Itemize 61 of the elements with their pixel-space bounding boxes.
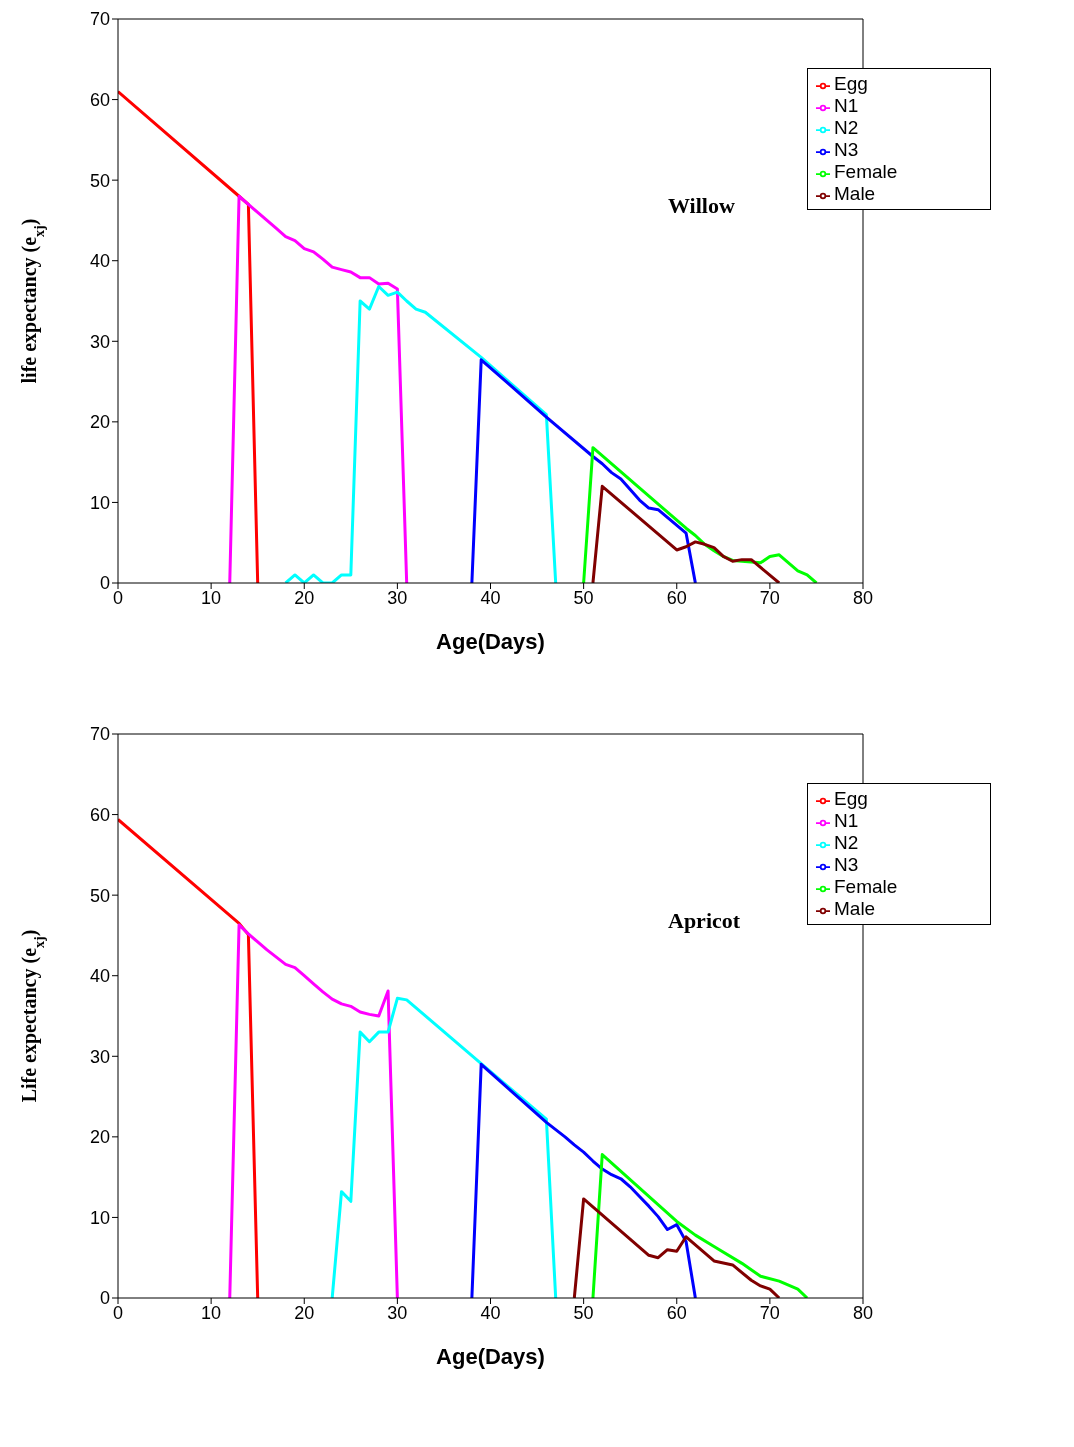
x-tick-label: 40 (480, 1302, 501, 1323)
y-tick-label: 70 (89, 724, 110, 745)
x-tick-label: 80 (852, 1302, 874, 1323)
y-tick-label: 40 (89, 251, 110, 272)
line-series (330, 996, 558, 1298)
legend-label: Female (834, 161, 898, 182)
y-tick-label: 50 (89, 170, 110, 191)
y-tick-label: 10 (89, 492, 110, 513)
x-tick-label: 70 (759, 1302, 780, 1323)
x-tick-label: 70 (759, 587, 780, 608)
y-tick-label: 40 (89, 966, 110, 987)
y-tick-label: 60 (89, 89, 110, 110)
x-tick-label: 80 (852, 587, 874, 608)
y-tick-label: 60 (89, 804, 110, 825)
legend-label: N2 (834, 832, 859, 853)
legend-label: Male (834, 898, 876, 919)
line-series (118, 90, 260, 583)
y-tick-label: 50 (89, 885, 110, 906)
y-tick-label: 0 (99, 1288, 110, 1309)
line-series (470, 358, 697, 583)
y-tick-label: 30 (89, 331, 110, 352)
line-series (118, 817, 260, 1298)
legend-label: Egg (834, 73, 868, 94)
annotation: Willow (668, 193, 735, 219)
legend-label: N3 (834, 854, 859, 875)
x-tick-label: 10 (201, 1302, 222, 1323)
x-tick-label: 30 (387, 1302, 408, 1323)
y-tick-label: 10 (89, 1207, 110, 1228)
y-tick-label: 20 (89, 1127, 110, 1148)
line-series (228, 923, 399, 1298)
legend-label: Male (834, 183, 876, 204)
x-tick-label: 0 (112, 1302, 124, 1323)
line-series (228, 194, 409, 583)
legend-label: N1 (834, 95, 859, 116)
y-tick-label: 70 (89, 9, 110, 30)
x-axis-title: Age(Days) (436, 1344, 545, 1369)
legend-label: N1 (834, 810, 859, 831)
x-tick-label: 50 (573, 1302, 594, 1323)
y-tick-label: 30 (89, 1046, 110, 1067)
legend-label: N3 (834, 139, 859, 160)
y-tick-label: 20 (89, 412, 110, 433)
x-tick-label: 10 (201, 587, 222, 608)
legend-label: Egg (834, 788, 868, 809)
line-series (470, 1062, 697, 1298)
x-tick-label: 0 (112, 587, 124, 608)
x-axis-title: Age(Days) (436, 629, 545, 654)
x-tick-label: 20 (294, 1302, 315, 1323)
x-tick-label: 40 (480, 587, 501, 608)
annotation: Apricot (668, 908, 741, 934)
x-tick-label: 60 (666, 587, 687, 608)
y-tick-label: 0 (99, 573, 110, 594)
legend-label: N2 (834, 117, 859, 138)
legend-label: Female (834, 876, 898, 897)
x-tick-label: 30 (387, 587, 408, 608)
line-series (591, 484, 781, 583)
x-tick-label: 20 (294, 587, 315, 608)
line-series (572, 1197, 781, 1298)
x-tick-label: 60 (666, 1302, 687, 1323)
line-series (284, 285, 558, 583)
x-tick-label: 50 (573, 587, 594, 608)
line-series (591, 1153, 809, 1298)
